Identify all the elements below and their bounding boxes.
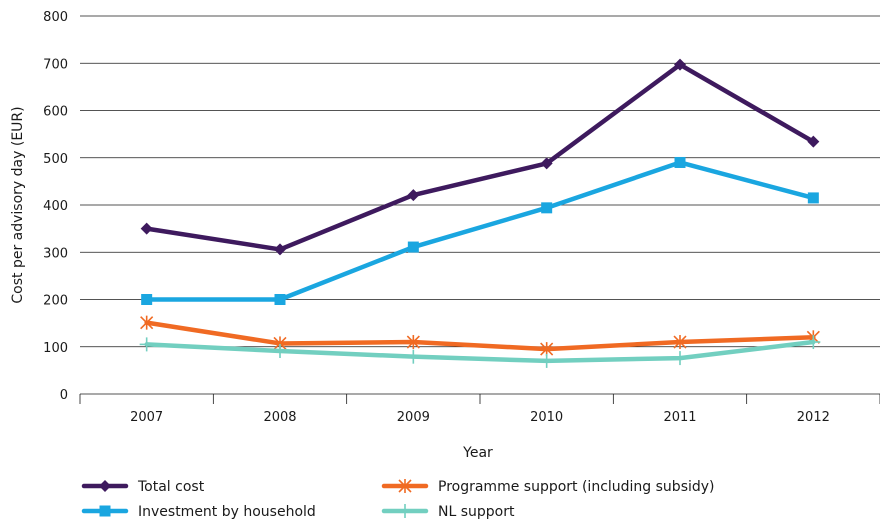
series-total-cost — [140, 58, 820, 256]
data-point — [140, 315, 154, 330]
y-tick-label: 800 — [43, 10, 68, 25]
data-point — [674, 156, 686, 168]
y-tick-label: 300 — [43, 246, 68, 261]
data-point — [806, 335, 821, 350]
y-tick-label: 500 — [43, 152, 68, 167]
data-point — [540, 342, 554, 357]
y-tick-label: 100 — [43, 341, 68, 356]
x-tick-label: 2007 — [130, 410, 163, 425]
legend-item-programme-support-including-subsidy: Programme support (including subsidy) — [381, 479, 715, 495]
x-tick-label: 2009 — [397, 410, 430, 425]
series-investment-by-household — [141, 156, 819, 305]
data-point — [139, 337, 154, 352]
y-tick-label: 0 — [60, 388, 68, 403]
legend-item-nl-support: NL support — [381, 504, 515, 520]
x-tick-label: 2011 — [663, 410, 696, 425]
legend-marker — [99, 505, 111, 517]
data-point — [274, 294, 286, 305]
series-line — [144, 320, 816, 352]
data-point — [539, 353, 554, 368]
data-point — [674, 58, 686, 71]
x-tick-label: 2010 — [530, 410, 563, 425]
x-tick-label: 2012 — [797, 410, 830, 425]
data-point — [541, 202, 553, 214]
data-point — [140, 222, 153, 235]
data-point — [673, 335, 687, 350]
legend: Total cost Investment by household Program… — [81, 479, 715, 520]
legend-label: NL support — [438, 504, 515, 520]
data-point — [273, 344, 287, 359]
data-point — [406, 349, 421, 364]
y-tick-label: 700 — [43, 57, 68, 72]
legend-item-investment-by-household: Investment by household — [81, 504, 316, 520]
data-point — [540, 157, 553, 170]
y-axis-title: Cost per advisory day (EUR) — [10, 106, 26, 303]
x-axis-title: Year — [462, 445, 493, 461]
series-lines — [139, 58, 821, 368]
x-tick-label: 2008 — [263, 410, 296, 425]
data-point — [807, 192, 819, 204]
data-point — [807, 135, 820, 148]
legend-marker — [99, 480, 111, 492]
data-point — [141, 294, 153, 305]
legend-marker — [398, 479, 412, 493]
legend-item-total-cost: Total cost — [81, 479, 205, 495]
y-axis: 0 100 200 300 400 500 600 700 800 — [43, 10, 68, 403]
legend-label: Investment by household — [138, 504, 316, 520]
legend-label: Total cost — [137, 479, 205, 495]
data-point — [407, 241, 419, 253]
y-tick-label: 600 — [43, 105, 68, 120]
data-point — [407, 189, 420, 202]
series-line — [144, 62, 816, 252]
y-tick-label: 400 — [43, 199, 68, 214]
series-nl-support — [139, 335, 821, 368]
series-line — [144, 160, 816, 302]
data-point — [673, 351, 687, 366]
legend-marker — [398, 504, 412, 518]
legend-label: Programme support (including subsidy) — [438, 479, 715, 495]
x-axis: 2007 2008 2009 2010 2011 2012 — [79, 394, 880, 425]
data-point — [406, 335, 420, 350]
series-line — [144, 339, 816, 364]
y-tick-label: 200 — [43, 294, 68, 309]
data-point — [274, 243, 286, 256]
